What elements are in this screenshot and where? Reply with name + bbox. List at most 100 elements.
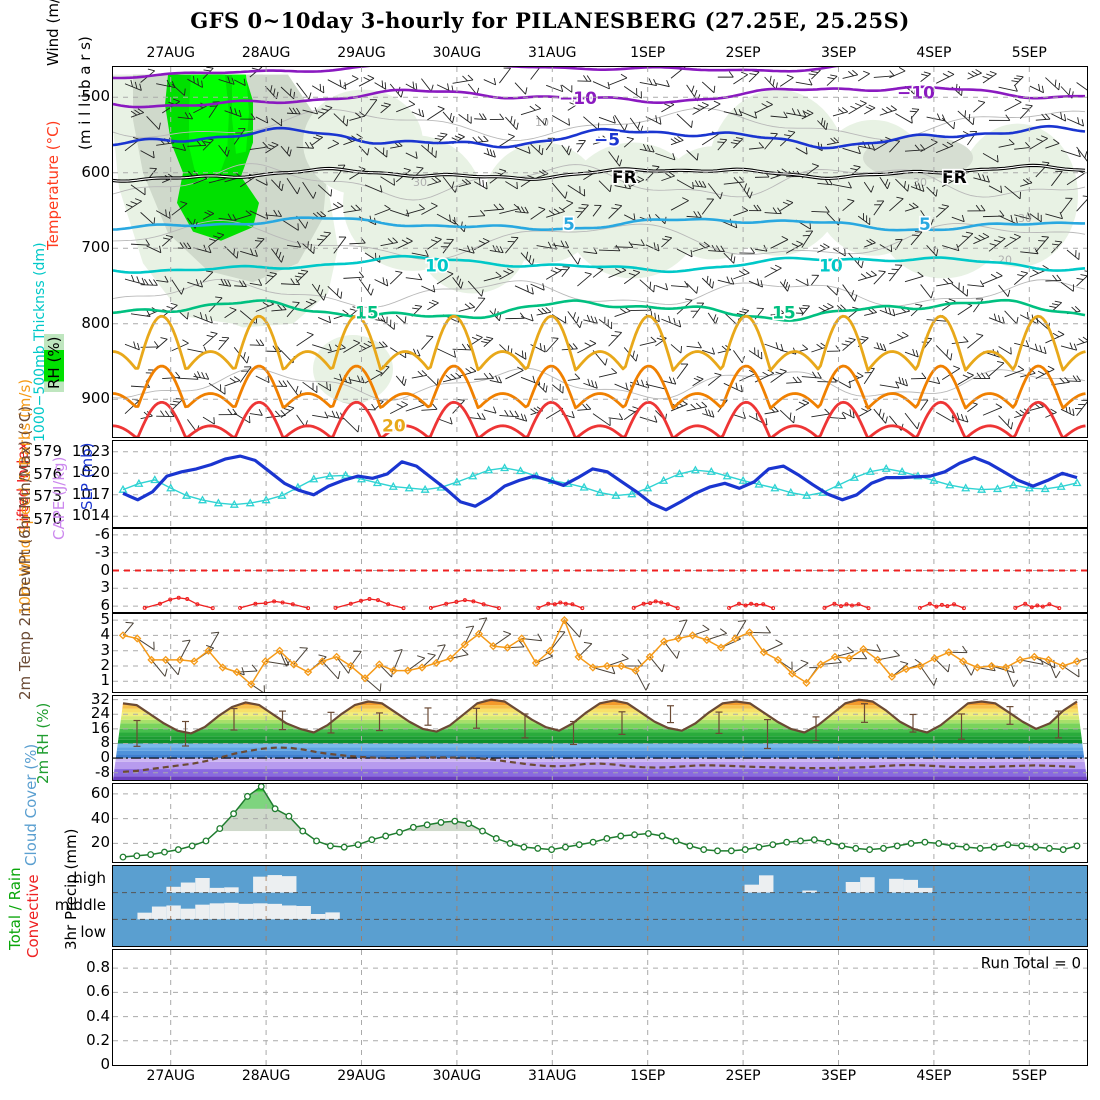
axis-title-thickness: 1000−500mb Thicknss (dm) [32, 242, 48, 442]
ytick-0p8: 0.8 [86, 958, 110, 977]
x-label-2sep: 2SEP [725, 45, 761, 61]
svg-text:FR: FR [612, 168, 637, 188]
ytick-40: 40 [90, 808, 110, 827]
x-label-5sep: 5SEP [1011, 45, 1047, 61]
svg-text:−10: −10 [559, 89, 597, 109]
axis-title-precip: 3hr Precip (mm) [62, 828, 80, 950]
ytick-3: 3 [100, 640, 110, 659]
ytick-16: 16 [90, 718, 110, 737]
x-label-31aug: 31AUG [528, 45, 577, 61]
x-label-3sep: 3SEP [820, 45, 857, 61]
svg-text:15: 15 [355, 303, 379, 323]
ytick-1017: 1017 [71, 484, 110, 503]
ytick-600: 600 [81, 162, 110, 181]
axis-title-wind: Wind (m/s) [44, 0, 62, 66]
x-label-28aug: 28AUG [241, 1068, 291, 1084]
rh2m-plot [113, 784, 1087, 862]
ytick-60: 60 [90, 783, 110, 802]
axis-title-slp: SLP (mb) [78, 442, 96, 510]
rh2m-panel [112, 783, 1088, 863]
wind10m-panel [112, 613, 1088, 693]
ytick-24: 24 [90, 704, 110, 723]
lifted-index-cape-panel [112, 528, 1088, 613]
ytick-4: 4 [100, 625, 110, 644]
x-label-27aug: 27AUG [146, 45, 195, 61]
x-label-1sep: 1SEP [630, 45, 666, 61]
ytick-1014: 1014 [71, 506, 110, 525]
ytick-20: 20 [90, 833, 110, 852]
ytick-700: 700 [81, 238, 110, 257]
slp-thickness-panel [112, 440, 1088, 528]
cloud-level-high: high [73, 869, 106, 888]
ytick-1: 1 [100, 671, 110, 690]
x-label-28aug: 28AUG [241, 45, 291, 61]
upper-air-panel: 10 30 30 30 20 −10 −10 −5 FR FR 5 5 10 10 15 15 20 [112, 66, 1088, 438]
cloud-level-low: low [80, 922, 106, 941]
svg-text:20: 20 [382, 417, 406, 437]
ytick-0: 0 [100, 560, 110, 579]
axis-title-pressure: (m i l l i b a r s) [76, 36, 94, 150]
ytick-0p6: 0.6 [86, 982, 110, 1001]
ytick-0: 0 [100, 748, 110, 767]
ytick-576: 576 [33, 464, 62, 483]
ytick-0: 0 [100, 1055, 110, 1073]
x-label-29aug: 29AUG [337, 1068, 386, 1084]
ytick-8: 8 [100, 733, 110, 752]
x-label-3sep: 3SEP [820, 1068, 857, 1084]
ytick-570: 570 [33, 509, 62, 528]
x-label-2sep: 2SEP [725, 1068, 761, 1084]
cloud-cover-plot [113, 866, 1087, 946]
svg-text:5: 5 [563, 215, 575, 235]
ytick-573: 573 [33, 487, 62, 506]
axis-title-precip-total: Total / Rain [6, 867, 24, 950]
lifted-index-cape-plot [113, 529, 1087, 612]
x-label-30aug: 30AUG [432, 1068, 482, 1084]
axis-title-cape: CAPE (J/kg) [50, 456, 68, 540]
ytick-900: 900 [81, 389, 110, 408]
ytick-2: 2 [100, 656, 110, 674]
ytick-5: 5 [100, 610, 110, 629]
svg-text:10: 10 [819, 257, 843, 277]
temp-dewpt-panel [112, 695, 1088, 781]
x-label-29aug: 29AUG [337, 45, 386, 61]
ytick-neg8: -8 [95, 762, 110, 781]
cloud-level-middle: middle [54, 896, 106, 914]
x-label-27aug: 27AUG [146, 1068, 195, 1084]
ytick-32: 32 [90, 689, 110, 708]
svg-text:FR: FR [942, 168, 967, 188]
ytick-500: 500 [81, 87, 110, 106]
ytick-neg6: -6 [95, 524, 110, 543]
x-label-31aug: 31AUG [528, 1068, 577, 1084]
x-label-4sep: 4SEP [916, 1068, 952, 1084]
slp-thickness-plot [113, 441, 1087, 527]
page-title: GFS 0~10day 3-hourly for PILANESBERG (27… [190, 8, 910, 33]
ytick-579: 579 [33, 442, 62, 461]
temp-dewpt-plot [113, 696, 1087, 780]
x-label-1sep: 1SEP [630, 1068, 666, 1084]
axis-title-cloud: Cloud Cover (%) [22, 743, 40, 866]
svg-text:−10: −10 [897, 84, 935, 104]
svg-text:30: 30 [413, 176, 427, 189]
run-total-label: Run Total = 0 [980, 954, 1081, 972]
axis-title-temperature: Temperature (°C) [44, 120, 62, 250]
ytick-6: 6 [100, 596, 110, 615]
ytick-1020: 1020 [71, 463, 110, 482]
svg-text:−5: −5 [594, 130, 620, 150]
ytick-800: 800 [81, 313, 110, 332]
x-label-5sep: 5SEP [1011, 1068, 1047, 1084]
ytick-0p2: 0.2 [86, 1030, 110, 1049]
x-label-4sep: 4SEP [916, 45, 952, 61]
svg-text:5: 5 [919, 215, 931, 235]
svg-text:10: 10 [535, 116, 549, 129]
x-label-30aug: 30AUG [432, 45, 482, 61]
axis-title-temp2m: 2m Temp 2m DewPt (6hr Min/Max) (°C) [16, 405, 34, 700]
svg-text:10: 10 [425, 257, 449, 277]
ytick-1023: 1023 [71, 441, 110, 460]
axis-title-precip-conv: Convective [24, 874, 42, 958]
cloud-cover-panel [112, 865, 1088, 947]
ytick-3: 3 [100, 578, 110, 597]
ytick-neg3: -3 [95, 542, 110, 561]
precip-panel: Run Total = 0 [112, 949, 1088, 1066]
wind10m-plot [113, 614, 1087, 692]
